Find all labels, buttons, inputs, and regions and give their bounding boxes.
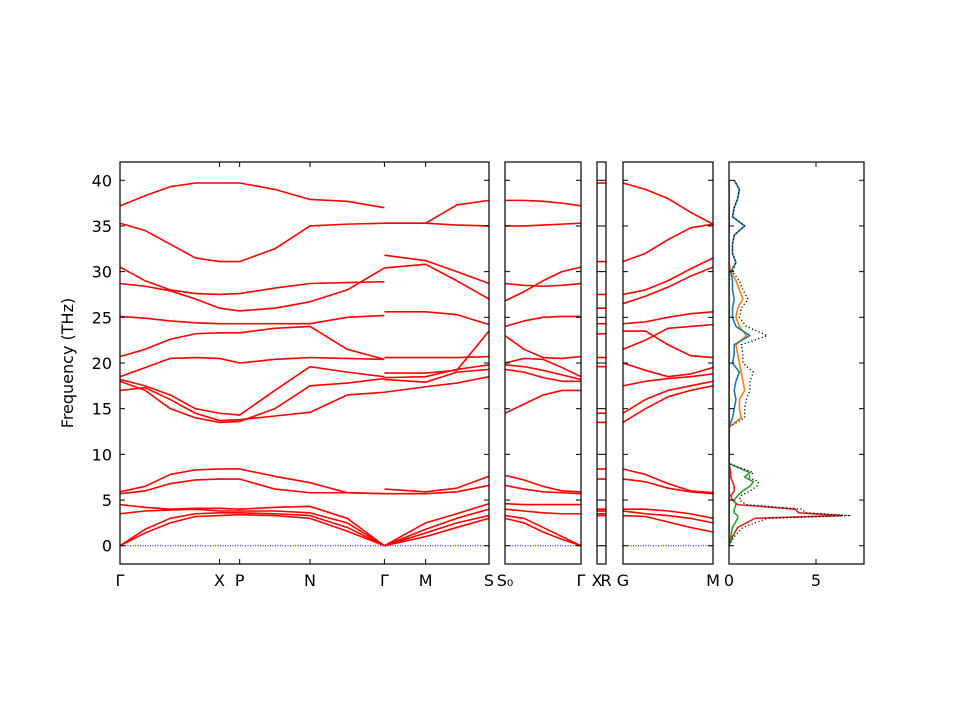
band — [505, 315, 581, 328]
band — [505, 334, 581, 360]
band — [120, 512, 489, 547]
y-tick-label: 30 — [92, 263, 112, 282]
band — [120, 375, 489, 422]
axes-frame — [119, 161, 490, 565]
band — [120, 513, 489, 547]
band — [505, 389, 581, 414]
dos-curve — [729, 180, 755, 546]
y-tick-label: 15 — [92, 400, 112, 419]
band — [120, 325, 489, 361]
band — [505, 199, 581, 207]
x-tick-label: S — [484, 571, 494, 590]
band — [120, 263, 489, 312]
dos-curve — [729, 179, 852, 547]
plot-area — [729, 179, 852, 547]
band — [120, 311, 489, 326]
band — [623, 330, 713, 359]
band — [623, 478, 713, 495]
dos-curve — [729, 180, 843, 547]
band — [623, 257, 713, 296]
axes-frame — [622, 161, 714, 565]
band — [120, 254, 489, 296]
band — [505, 502, 581, 506]
band — [505, 357, 581, 378]
band — [623, 385, 713, 424]
band — [120, 330, 489, 378]
y-tick-label: 40 — [92, 171, 112, 190]
band — [623, 362, 713, 378]
panel: S₀ Γ — [497, 161, 586, 590]
plot-area — [597, 182, 606, 547]
band — [623, 182, 713, 225]
x-tick-label: N — [304, 571, 316, 590]
dos-curve — [729, 179, 751, 546]
x-tick-label: Γ — [577, 571, 586, 590]
band — [505, 364, 581, 381]
panel: XR — [592, 161, 612, 590]
plot-area — [623, 182, 713, 547]
x-tick-label: Γ — [116, 571, 125, 590]
plot-area — [120, 182, 489, 547]
band — [505, 508, 581, 515]
x-tick-label: X — [592, 571, 603, 590]
y-tick-label: 10 — [92, 445, 112, 464]
y-axis-label: Frequency (THz) — [58, 298, 77, 428]
band — [505, 368, 581, 383]
x-tick-label: G — [617, 571, 629, 590]
band — [623, 508, 713, 520]
dos-curve — [729, 180, 748, 546]
band — [623, 311, 713, 325]
band — [120, 508, 489, 547]
y-tick-label: 20 — [92, 354, 112, 373]
band — [120, 182, 489, 225]
x-tick-label: R — [600, 571, 611, 590]
x-tick-label: 0 — [724, 571, 734, 590]
x-tick-label: P — [235, 571, 245, 590]
band — [505, 514, 581, 547]
band — [120, 368, 489, 424]
band — [505, 484, 581, 495]
band — [623, 223, 713, 263]
band — [505, 266, 581, 302]
band — [623, 373, 713, 387]
y-tick-label: 35 — [92, 217, 112, 236]
y-tick-label: 25 — [92, 308, 112, 327]
x-tick-label: M — [706, 571, 720, 590]
panel: 0 5 10 15 20 25 30 35 40 Γ X P N Γ M S Frequency (THz) — [58, 161, 494, 590]
axes-frame — [728, 161, 865, 565]
plot-area — [505, 199, 581, 547]
band — [505, 222, 581, 227]
y-tick-label: 0 — [102, 537, 112, 556]
band — [623, 510, 713, 524]
x-tick-label: X — [214, 571, 225, 590]
y-tick-label: 5 — [102, 491, 112, 510]
band — [505, 282, 581, 288]
x-tick-label: Γ — [380, 571, 389, 590]
band — [120, 502, 489, 547]
band — [120, 364, 489, 416]
x-tick-label: M — [419, 571, 433, 590]
band — [505, 474, 581, 493]
band — [623, 380, 713, 414]
band — [623, 323, 713, 351]
band — [623, 468, 713, 494]
axes-frame — [504, 161, 582, 565]
x-tick-label: 5 — [811, 571, 821, 590]
x-tick-label: S₀ — [497, 571, 514, 590]
band — [505, 517, 581, 547]
band — [120, 468, 489, 495]
band — [120, 478, 489, 495]
band — [623, 266, 713, 305]
band — [120, 222, 489, 263]
band — [623, 514, 713, 533]
axes-frame — [596, 161, 607, 565]
